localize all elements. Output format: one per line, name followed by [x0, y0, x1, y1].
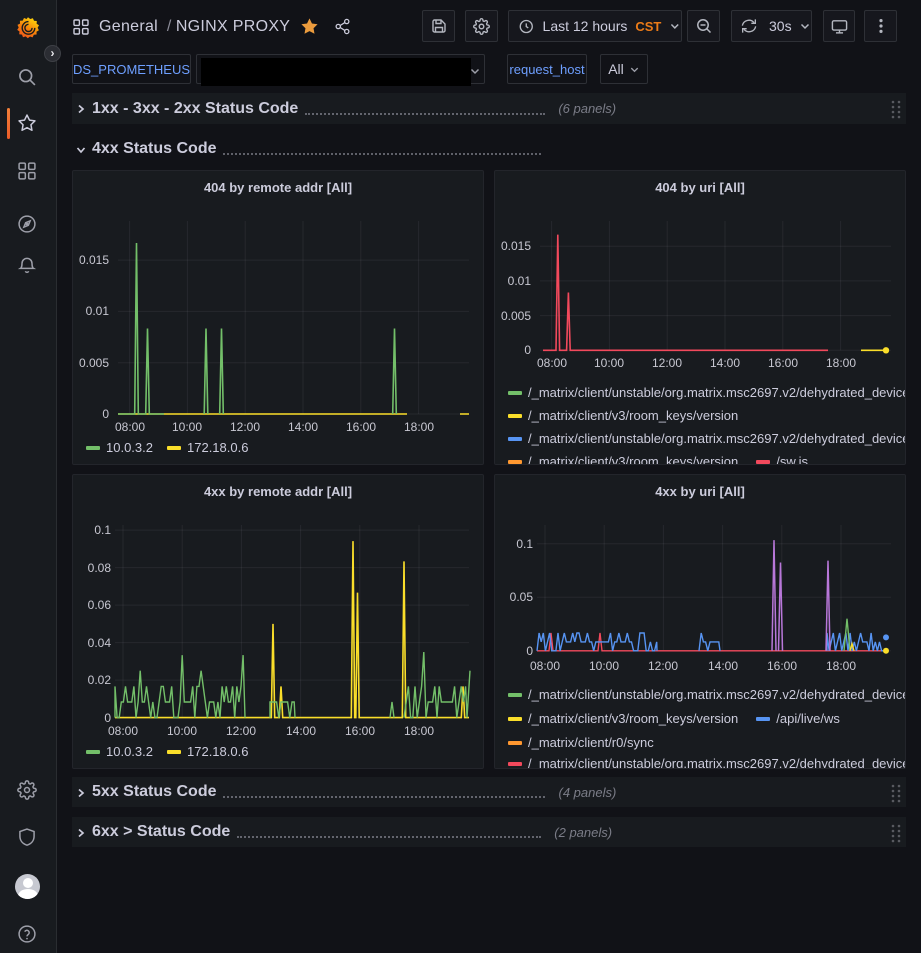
svg-text:08:00: 08:00	[537, 356, 567, 370]
svg-text:14:00: 14:00	[708, 659, 738, 673]
svg-text:10:00: 10:00	[172, 420, 202, 434]
svg-text:0.005: 0.005	[501, 309, 531, 323]
svg-text:0.05: 0.05	[510, 590, 534, 604]
svg-text:0.01: 0.01	[86, 304, 110, 318]
svg-text:18:00: 18:00	[404, 724, 434, 738]
svg-text:14:00: 14:00	[710, 356, 740, 370]
svg-text:0: 0	[526, 644, 533, 658]
svg-text:10:00: 10:00	[594, 356, 624, 370]
svg-text:12:00: 12:00	[230, 420, 260, 434]
svg-text:18:00: 18:00	[826, 659, 856, 673]
svg-text:0.04: 0.04	[88, 636, 112, 650]
svg-text:16:00: 16:00	[767, 659, 797, 673]
svg-text:08:00: 08:00	[108, 724, 138, 738]
svg-text:0: 0	[104, 711, 111, 725]
svg-text:16:00: 16:00	[345, 724, 375, 738]
svg-text:08:00: 08:00	[530, 659, 560, 673]
svg-text:10:00: 10:00	[167, 724, 197, 738]
svg-text:10:00: 10:00	[589, 659, 619, 673]
svg-text:16:00: 16:00	[346, 420, 376, 434]
svg-text:08:00: 08:00	[115, 420, 145, 434]
svg-text:14:00: 14:00	[286, 724, 316, 738]
svg-text:12:00: 12:00	[226, 724, 256, 738]
svg-text:0.015: 0.015	[501, 239, 531, 253]
svg-text:0.06: 0.06	[88, 598, 112, 612]
svg-text:14:00: 14:00	[288, 420, 318, 434]
svg-text:0.015: 0.015	[79, 253, 109, 267]
svg-text:18:00: 18:00	[826, 356, 856, 370]
svg-text:18:00: 18:00	[404, 420, 434, 434]
svg-text:0: 0	[102, 407, 109, 421]
svg-text:0.08: 0.08	[88, 561, 112, 575]
svg-text:0.005: 0.005	[79, 356, 109, 370]
svg-text:0: 0	[524, 343, 531, 357]
svg-text:0.02: 0.02	[88, 673, 112, 687]
svg-text:16:00: 16:00	[768, 356, 798, 370]
svg-text:0.1: 0.1	[94, 523, 111, 537]
svg-text:0.1: 0.1	[516, 537, 533, 551]
svg-text:0.01: 0.01	[508, 274, 532, 288]
svg-text:12:00: 12:00	[652, 356, 682, 370]
svg-text:12:00: 12:00	[648, 659, 678, 673]
